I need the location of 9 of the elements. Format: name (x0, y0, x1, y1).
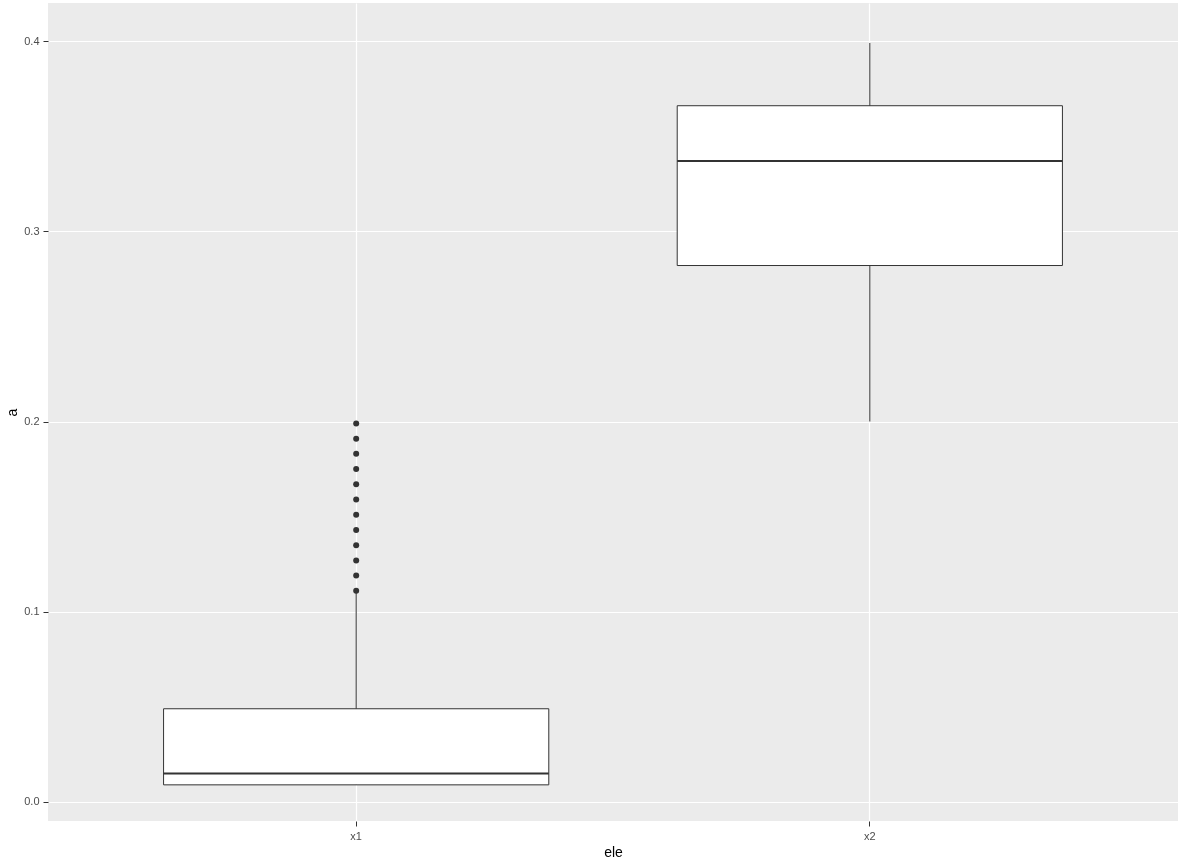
x-tick-label: x1 (350, 829, 362, 842)
y-tick-label: 0.4 (24, 34, 40, 47)
x-axis-title: ele (604, 843, 624, 860)
y-axis-title: a (4, 408, 21, 417)
y-tick-label: 0.0 (24, 795, 40, 808)
y-tick-label: 0.2 (24, 415, 40, 428)
y-tick-label: 0.1 (24, 605, 40, 618)
x-tick-label: x2 (864, 829, 876, 842)
y-tick-label: 0.3 (24, 224, 40, 237)
